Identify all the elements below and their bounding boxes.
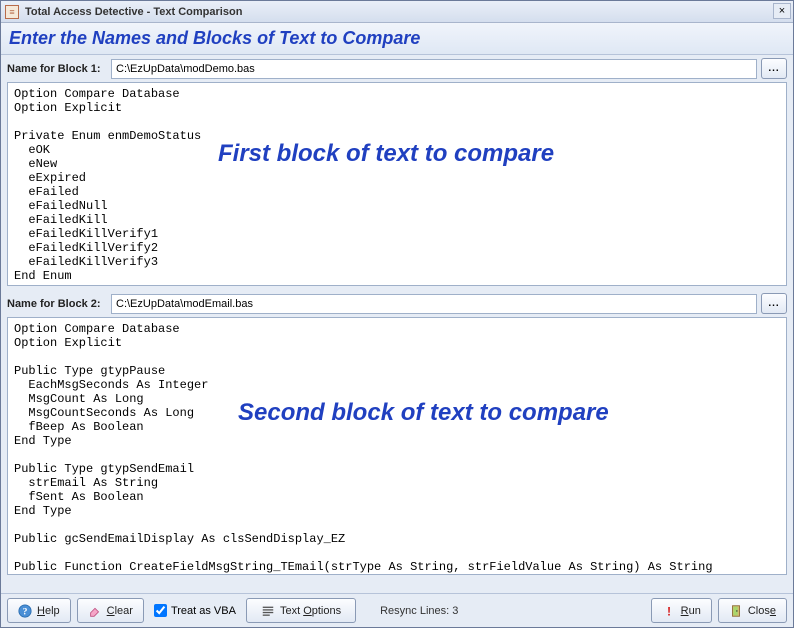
run-icon: ! — [662, 604, 676, 618]
close-window-button[interactable]: Close — [718, 598, 787, 623]
header-band: Enter the Names and Blocks of Text to Co… — [1, 23, 793, 55]
help-label: Help — [37, 605, 60, 617]
close-button[interactable]: × — [773, 3, 791, 19]
block1-overlay-label: First block of text to compare — [218, 147, 554, 161]
treat-vba-label: Treat as VBA — [171, 605, 236, 617]
text-options-label: Text Options — [280, 605, 341, 617]
titlebar[interactable]: ≡ Total Access Detective - Text Comparis… — [1, 1, 793, 23]
treat-vba-input[interactable] — [154, 604, 167, 617]
clear-label: Clear — [107, 605, 133, 617]
help-icon: ? — [18, 604, 32, 618]
block1-textarea[interactable]: Option Compare Database Option Explicit … — [7, 82, 787, 286]
clear-button[interactable]: Clear — [77, 598, 144, 623]
block2-code: Option Compare Database Option Explicit … — [14, 322, 713, 574]
block2-name-row: Name for Block 2: ... — [1, 290, 793, 317]
help-button[interactable]: ? Help — [7, 598, 71, 623]
block2-textarea[interactable]: Option Compare Database Option Explicit … — [7, 317, 787, 575]
svg-text:?: ? — [23, 606, 28, 617]
run-button[interactable]: ! Run — [651, 598, 712, 623]
block1-code: Option Compare Database Option Explicit … — [14, 87, 201, 283]
ellipsis-icon: ... — [768, 63, 779, 74]
run-label: Run — [681, 605, 701, 617]
bottom-toolbar: ? Help Clear Treat as VBA Text Options R… — [1, 593, 793, 627]
text-options-icon — [261, 604, 275, 618]
door-icon — [729, 604, 743, 618]
window-frame: ≡ Total Access Detective - Text Comparis… — [0, 0, 794, 628]
eraser-icon — [88, 604, 102, 618]
window-title: Total Access Detective - Text Comparison — [25, 6, 242, 18]
block2-path-input[interactable] — [111, 294, 757, 314]
resync-status: Resync Lines: 3 — [380, 605, 458, 617]
svg-text:!: ! — [667, 604, 671, 618]
block2-browse-button[interactable]: ... — [761, 293, 787, 314]
block1-browse-button[interactable]: ... — [761, 58, 787, 79]
page-heading: Enter the Names and Blocks of Text to Co… — [9, 28, 785, 49]
close-label: Close — [748, 605, 776, 617]
close-icon: × — [779, 5, 785, 17]
text-options-button[interactable]: Text Options — [246, 598, 356, 623]
block1-path-input[interactable] — [111, 59, 757, 79]
app-icon: ≡ — [5, 5, 19, 19]
block1-label: Name for Block 1: — [7, 63, 107, 75]
ellipsis-icon: ... — [768, 298, 779, 309]
block1-name-row: Name for Block 1: ... — [1, 55, 793, 82]
treat-vba-checkbox[interactable]: Treat as VBA — [154, 604, 236, 617]
block2-overlay-label: Second block of text to compare — [238, 406, 609, 420]
block2-label: Name for Block 2: — [7, 298, 107, 310]
